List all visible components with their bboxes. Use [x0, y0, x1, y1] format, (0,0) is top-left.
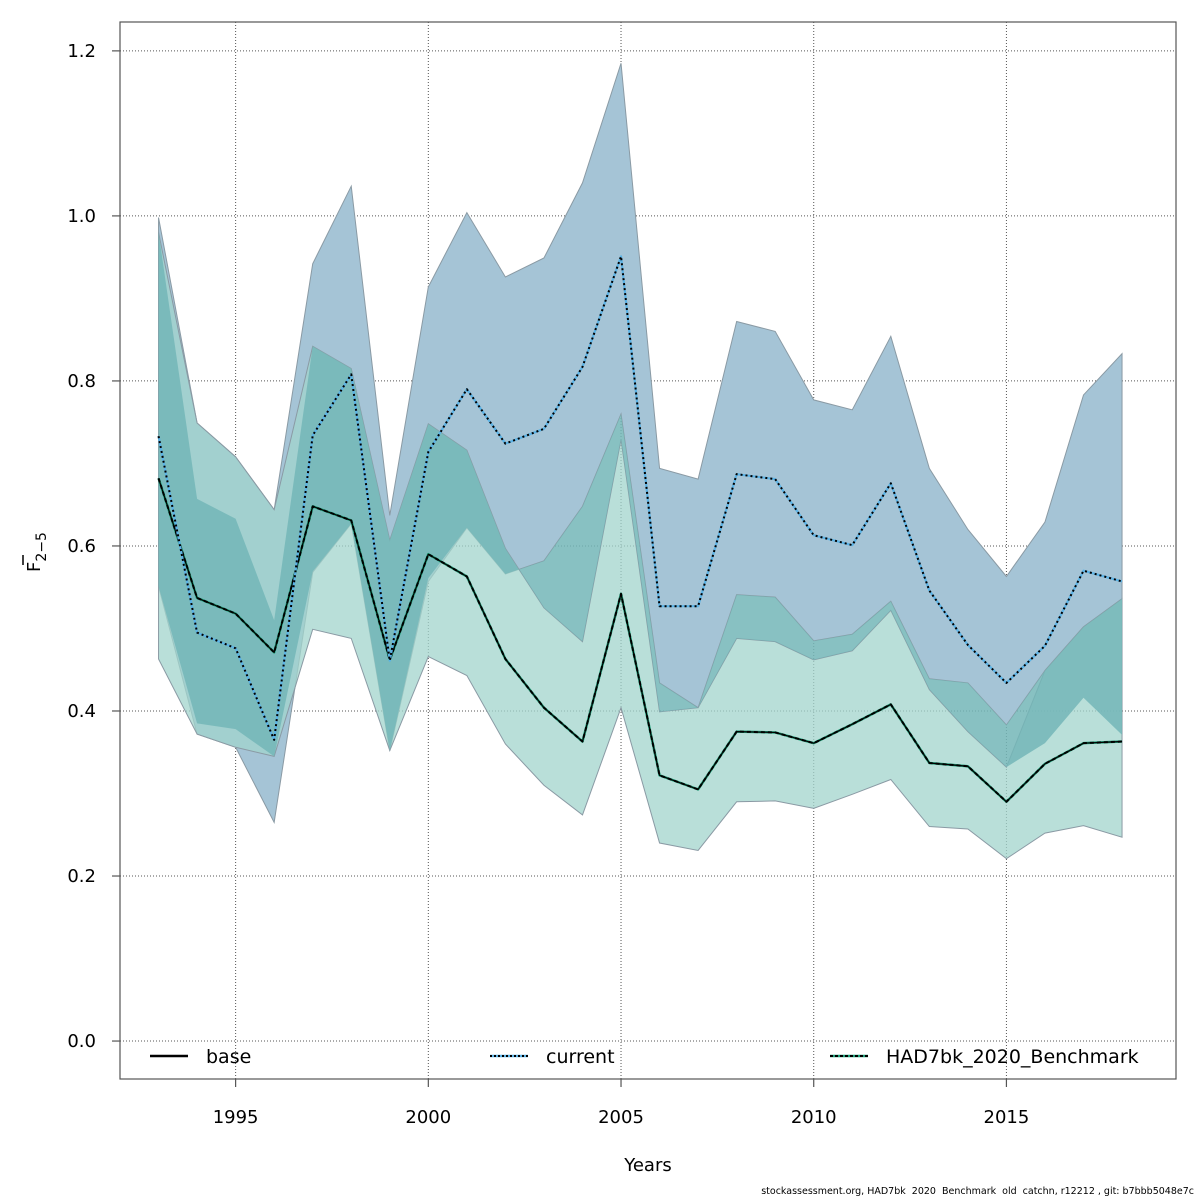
x-tick-label: 2015: [984, 1107, 1030, 1128]
series-lines: [157, 255, 1123, 804]
svg-text:F2−5: F2−5: [24, 532, 50, 572]
y-axis-title: F2−5: [22, 532, 50, 572]
y-tick-label: 0.6: [67, 536, 96, 557]
y-tick-label: 1.0: [67, 206, 96, 227]
legend-label-current: current: [546, 1046, 615, 1068]
line-current: [157, 255, 1123, 741]
x-tick-label: 2010: [791, 1107, 837, 1128]
axes: 0.0 0.2 0.4 0.6 0.8 1.0 1.2 1995 2000 2005 2010 201…: [67, 21, 1177, 1128]
confidence-bands: [158, 63, 1123, 860]
legend-label-benchmark: HAD7bk_2020_Benchmark: [886, 1046, 1139, 1068]
x-tick-label: 2000: [405, 1107, 451, 1128]
y-tick-label: 0.0: [67, 1031, 96, 1052]
plot-frame: [119, 21, 1177, 1080]
y-tick-label: 0.4: [67, 701, 96, 722]
y-tick-label: 0.8: [67, 371, 96, 392]
x-tick-label: 2005: [598, 1107, 644, 1128]
legend-label-base: base: [206, 1046, 251, 1068]
y-tick-label: 0.2: [67, 866, 96, 887]
x-axis-title: Years: [623, 1155, 672, 1176]
footer-credit: stockassessment.org, HAD7bk 2020 Benchma…: [761, 1186, 1194, 1197]
y-axis-title-sub: 2−5: [34, 532, 50, 562]
y-tick-label: 1.2: [67, 41, 96, 62]
line-base: [157, 478, 1123, 803]
y-axis-title-main: F: [24, 562, 45, 572]
legend: base current HAD7bk_2020_Benchmark: [150, 1046, 1139, 1068]
x-tick-label: 1995: [213, 1107, 259, 1128]
